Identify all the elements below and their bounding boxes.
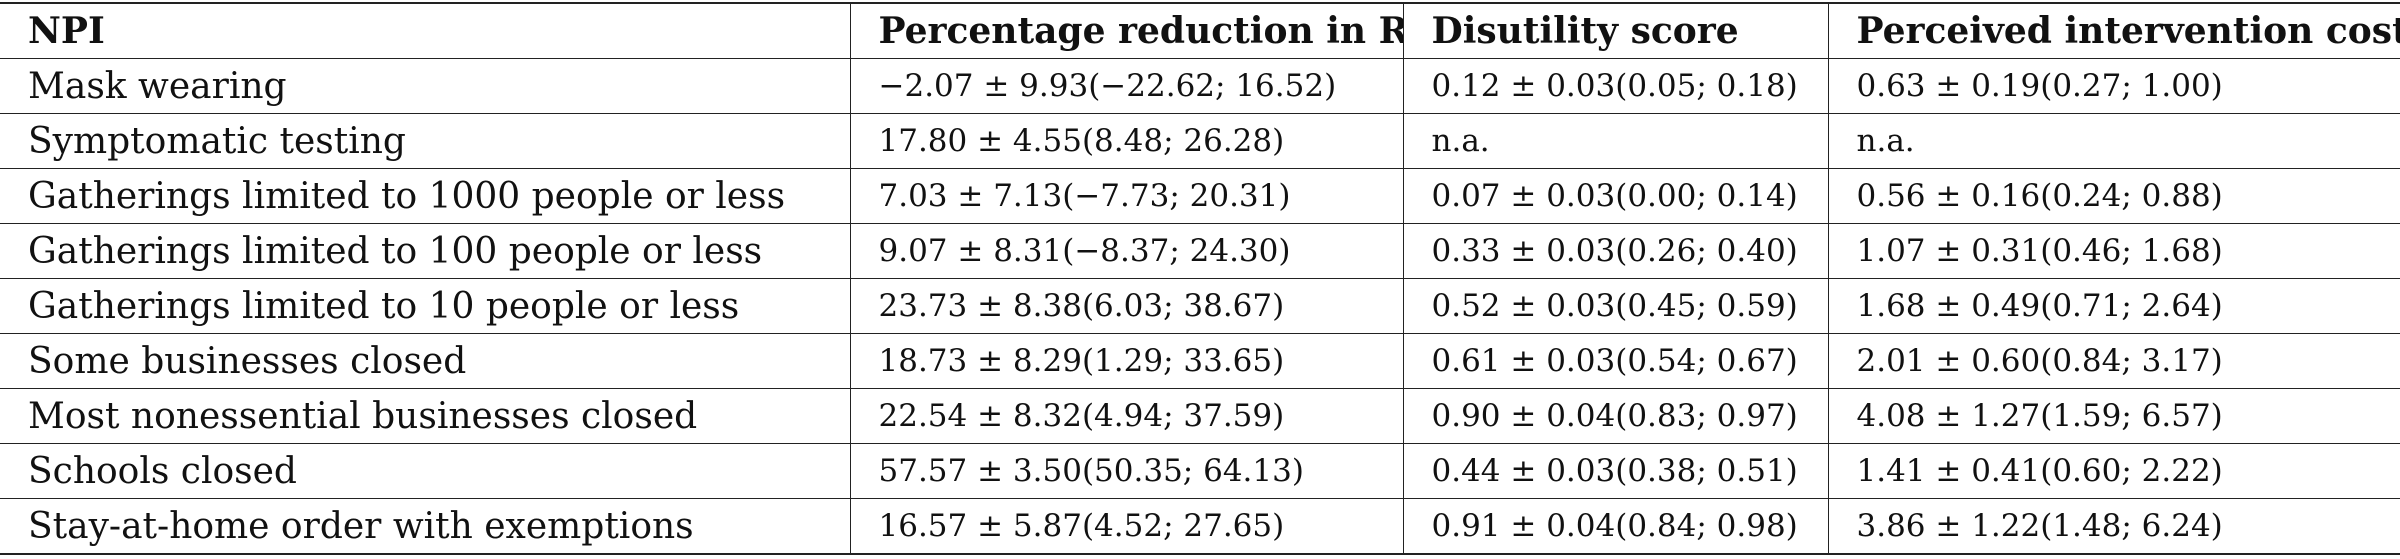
npi-name: Mask wearing: [0, 58, 851, 114]
cost-value: 0.63 ± 0.19(0.27; 1.00): [1827, 58, 2400, 114]
npi-name: Gatherings limited to 1000 people or les…: [0, 168, 851, 224]
cost-value: 1.07 ± 0.31(0.46; 1.68): [1827, 223, 2400, 279]
cost-value: 4.08 ± 1.27(1.59; 6.57): [1827, 388, 2400, 444]
table-row: Stay-at-home order with exemptions 16.57…: [0, 498, 2400, 555]
reduction-value: 23.73 ± 8.38(6.03; 38.67): [849, 278, 1404, 334]
npi-name: Most nonessential businesses closed: [0, 388, 851, 444]
header-perceived-cost: Perceived intervention cost: [1827, 2, 2400, 59]
reduction-value: −2.07 ± 9.93(−22.62; 16.52): [849, 58, 1404, 114]
cost-value: n.a.: [1827, 113, 2400, 169]
reduction-value: 9.07 ± 8.31(−8.37; 24.30): [849, 223, 1404, 279]
npi-name: Schools closed: [0, 443, 851, 499]
table-row: Gatherings limited to 100 people or less…: [0, 223, 2400, 279]
header-disutility-score: Disutility score: [1402, 2, 1829, 59]
disutility-value: 0.61 ± 0.03(0.54; 0.67): [1402, 333, 1829, 389]
table-row: Gatherings limited to 10 people or less …: [0, 278, 2400, 334]
reduction-value: 17.80 ± 4.55(8.48; 26.28): [849, 113, 1404, 169]
npi-name: Gatherings limited to 100 people or less: [0, 223, 851, 279]
cost-value: 0.56 ± 0.16(0.24; 0.88): [1827, 168, 2400, 224]
disutility-value: 0.07 ± 0.03(0.00; 0.14): [1402, 168, 1829, 224]
reduction-value: 18.73 ± 8.29(1.29; 33.65): [849, 333, 1404, 389]
reduction-value: 57.57 ± 3.50(50.35; 64.13): [849, 443, 1404, 499]
cost-value: 1.41 ± 0.41(0.60; 2.22): [1827, 443, 2400, 499]
disutility-value: 0.12 ± 0.03(0.05; 0.18): [1402, 58, 1829, 114]
cost-value: 1.68 ± 0.49(0.71; 2.64): [1827, 278, 2400, 334]
disutility-value: 0.52 ± 0.03(0.45; 0.59): [1402, 278, 1829, 334]
table-row: Most nonessential businesses closed 22.5…: [0, 388, 2400, 444]
npi-name: Symptomatic testing: [0, 113, 851, 169]
disutility-value: 0.33 ± 0.03(0.26; 0.40): [1402, 223, 1829, 279]
table-row: Some businesses closed 18.73 ± 8.29(1.29…: [0, 333, 2400, 389]
disutility-value: 0.90 ± 0.04(0.83; 0.97): [1402, 388, 1829, 444]
npi-name: Gatherings limited to 10 people or less: [0, 278, 851, 334]
npi-name: Some businesses closed: [0, 333, 851, 389]
disutility-value: n.a.: [1402, 113, 1829, 169]
npi-name: Stay-at-home order with exemptions: [0, 498, 851, 555]
reduction-value: 22.54 ± 8.32(4.94; 37.59): [849, 388, 1404, 444]
cost-value: 2.01 ± 0.60(0.84; 3.17): [1827, 333, 2400, 389]
cost-value: 3.86 ± 1.22(1.48; 6.24): [1827, 498, 2400, 555]
disutility-value: 0.91 ± 0.04(0.84; 0.98): [1402, 498, 1829, 555]
table-row: Schools closed 57.57 ± 3.50(50.35; 64.13…: [0, 443, 2400, 499]
table-row: Gatherings limited to 1000 people or les…: [0, 168, 2400, 224]
reduction-value: 16.57 ± 5.87(4.52; 27.65): [849, 498, 1404, 555]
header-npi: NPI: [0, 2, 851, 59]
table-row: Symptomatic testing 17.80 ± 4.55(8.48; 2…: [0, 113, 2400, 169]
table-row: Mask wearing −2.07 ± 9.93(−22.62; 16.52)…: [0, 58, 2400, 114]
header-row: NPI Percentage reduction in R Disutility…: [0, 2, 2400, 59]
reduction-value: 7.03 ± 7.13(−7.73; 20.31): [849, 168, 1404, 224]
header-percentage-reduction: Percentage reduction in R: [849, 2, 1404, 59]
disutility-value: 0.44 ± 0.03(0.38; 0.51): [1402, 443, 1829, 499]
